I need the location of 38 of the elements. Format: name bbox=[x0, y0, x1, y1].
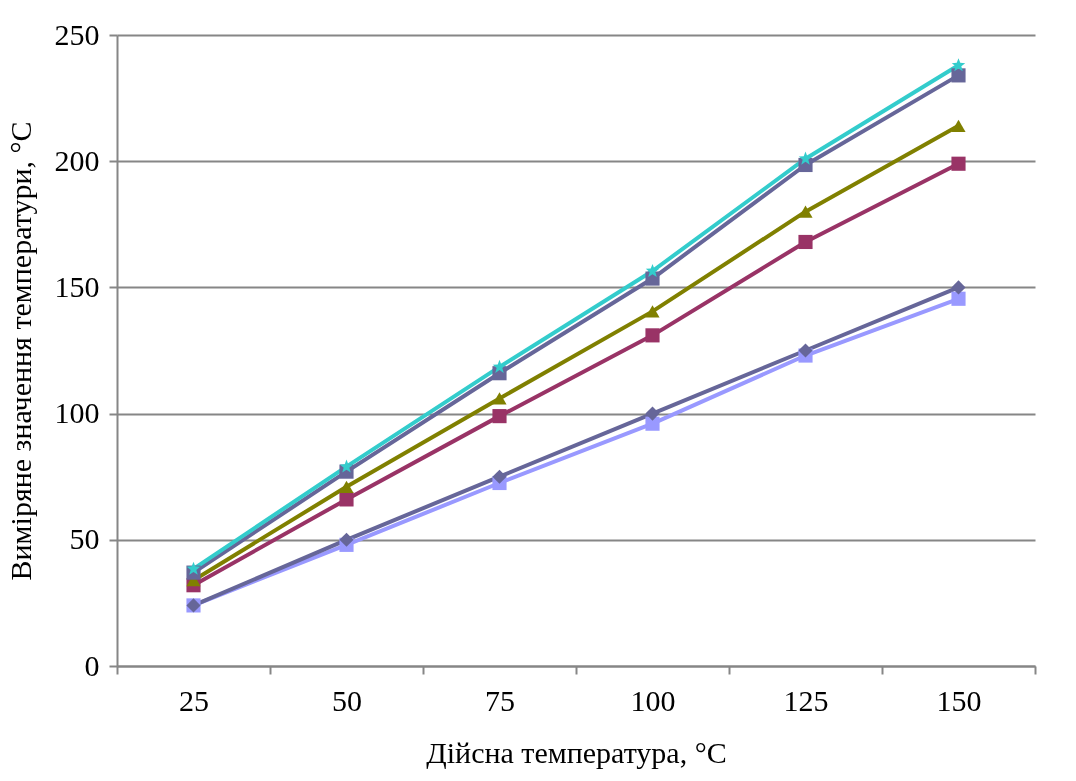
point bbox=[951, 156, 966, 171]
point bbox=[645, 406, 660, 421]
point bbox=[951, 280, 966, 295]
point bbox=[951, 58, 966, 72]
point bbox=[798, 151, 813, 165]
y-axis-title: Виміряне значення температури, °C bbox=[3, 121, 37, 581]
y-tick-label: 0 bbox=[84, 648, 100, 682]
point bbox=[492, 392, 507, 405]
y-tick-label: 250 bbox=[54, 17, 100, 51]
x-tick-label: 150 bbox=[936, 683, 982, 717]
x-tick-label: 50 bbox=[332, 683, 362, 717]
y-tick-label: 50 bbox=[69, 522, 100, 556]
x-tick-label: 100 bbox=[630, 683, 676, 717]
point bbox=[645, 263, 660, 277]
point bbox=[492, 409, 507, 424]
x-axis-title: Дійсна температура, °C bbox=[426, 735, 727, 769]
point bbox=[798, 234, 813, 250]
x-tick-label: 125 bbox=[783, 683, 829, 717]
point bbox=[798, 343, 813, 358]
point bbox=[798, 205, 813, 218]
point bbox=[951, 119, 966, 132]
point bbox=[186, 561, 201, 575]
point bbox=[339, 480, 354, 493]
x-tick-label: 25 bbox=[179, 683, 209, 717]
point bbox=[339, 492, 354, 507]
point bbox=[951, 291, 966, 306]
y-tick-label: 200 bbox=[54, 143, 100, 177]
x-tick-label: 75 bbox=[485, 683, 515, 717]
y-tick-label: 100 bbox=[54, 396, 100, 430]
point bbox=[339, 532, 354, 547]
point bbox=[645, 416, 660, 431]
point bbox=[492, 359, 507, 373]
point bbox=[339, 459, 354, 473]
point bbox=[951, 68, 966, 83]
point bbox=[645, 305, 660, 318]
point bbox=[645, 328, 660, 343]
point bbox=[492, 469, 507, 484]
y-tick-label: 150 bbox=[54, 269, 100, 303]
